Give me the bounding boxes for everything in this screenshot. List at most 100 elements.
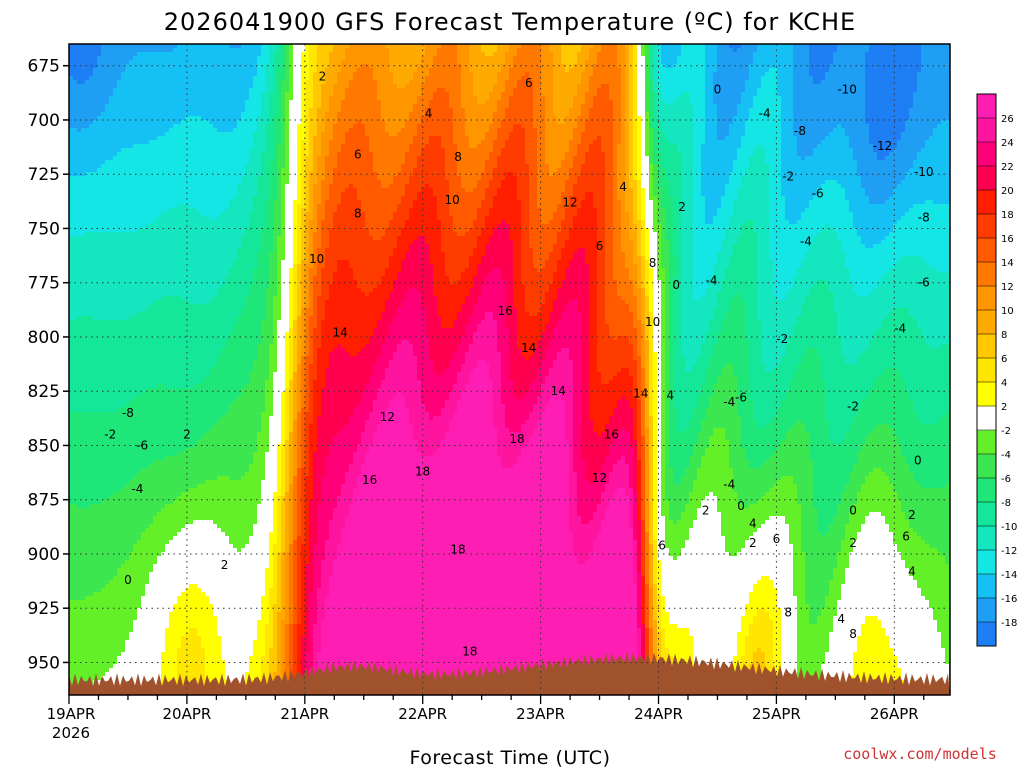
temperature-cell	[77, 96, 82, 101]
temperature-cell	[161, 260, 166, 265]
temperature-cell	[173, 76, 178, 81]
temperature-cell	[141, 404, 146, 409]
temperature-cell	[153, 300, 158, 305]
temperature-cell	[125, 636, 130, 641]
temperature-cell	[153, 656, 158, 661]
temperature-cell	[89, 92, 94, 97]
temperature-cell	[113, 548, 118, 553]
temperature-cell	[165, 424, 170, 429]
temperature-cell	[145, 88, 150, 93]
temperature-cell	[157, 224, 162, 229]
temperature-cell	[149, 84, 154, 89]
temperature-cell	[77, 196, 82, 201]
temperature-cell	[97, 356, 102, 361]
temperature-cell	[153, 524, 158, 529]
temperature-cell	[177, 64, 182, 69]
temperature-cell	[153, 252, 158, 257]
temperature-cell	[157, 656, 162, 661]
temperature-cell	[153, 156, 158, 161]
temperature-cell	[85, 388, 90, 393]
temperature-cell	[129, 568, 134, 573]
temperature-cell	[117, 328, 122, 333]
temperature-cell	[105, 260, 110, 265]
temperature-cell	[77, 88, 82, 93]
temperature-cell	[129, 360, 134, 365]
temperature-cell	[121, 656, 126, 661]
temperature-cell	[125, 520, 130, 525]
temperature-cell	[77, 140, 82, 145]
temperature-cell	[73, 88, 78, 93]
temperature-cell	[157, 340, 162, 345]
temperature-cell	[101, 332, 106, 337]
temperature-cell	[149, 304, 154, 309]
temperature-cell	[141, 392, 146, 397]
temperature-cell	[117, 128, 122, 133]
temperature-cell	[133, 532, 138, 537]
temperature-cell	[141, 272, 146, 277]
temperature-cell	[161, 240, 166, 245]
temperature-cell	[157, 536, 162, 541]
temperature-cell	[101, 616, 106, 621]
temperature-cell	[97, 448, 102, 453]
temperature-cell	[177, 268, 182, 273]
temperature-cell	[105, 244, 110, 249]
temperature-cell	[169, 180, 174, 185]
temperature-cell	[153, 660, 158, 665]
temperature-cell	[149, 576, 154, 581]
temperature-cell	[73, 132, 78, 137]
temperature-cell	[169, 64, 174, 69]
temperature-cell	[165, 388, 170, 393]
temperature-cell	[113, 264, 118, 269]
temperature-cell	[173, 628, 178, 633]
temperature-cell	[117, 428, 122, 433]
temperature-cell	[129, 468, 134, 473]
temperature-cell	[77, 616, 82, 621]
temperature-cell	[149, 452, 154, 457]
temperature-cell	[89, 500, 94, 505]
temperature-cell	[121, 288, 126, 293]
temperature-cell	[101, 148, 106, 153]
temperature-cell	[113, 216, 118, 221]
temperature-cell	[165, 352, 170, 357]
temperature-cell	[173, 100, 178, 105]
temperature-cell	[81, 396, 86, 401]
temperature-cell	[121, 524, 126, 529]
temperature-cell	[81, 312, 86, 317]
temperature-cell	[73, 556, 78, 561]
temperature-cell	[141, 236, 146, 241]
temperature-cell	[101, 392, 106, 397]
temperature-cell	[121, 556, 126, 561]
temperature-cell	[97, 524, 102, 529]
temperature-cell	[137, 636, 142, 641]
temperature-cell	[157, 636, 162, 641]
temperature-cell	[165, 256, 170, 261]
temperature-cell	[113, 468, 118, 473]
temperature-cell	[97, 156, 102, 161]
temperature-cell	[85, 600, 90, 605]
temperature-cell	[153, 276, 158, 281]
temperature-cell	[85, 220, 90, 225]
temperature-cell	[125, 676, 130, 681]
temperature-cell	[101, 600, 106, 605]
temperature-cell	[137, 220, 142, 225]
temperature-cell	[97, 492, 102, 497]
temperature-cell	[93, 160, 98, 165]
temperature-cell	[141, 196, 146, 201]
temperature-cell	[117, 88, 122, 93]
temperature-cell	[89, 380, 94, 385]
temperature-cell	[105, 164, 110, 169]
temperature-cell	[177, 216, 182, 221]
temperature-cell	[89, 308, 94, 313]
temperature-cell	[105, 196, 110, 201]
temperature-cell	[177, 88, 182, 93]
temperature-cell	[93, 120, 98, 125]
temperature-cell	[77, 136, 82, 141]
temperature-cell	[141, 88, 146, 93]
temperature-cell	[101, 480, 106, 485]
temperature-cell	[117, 480, 122, 485]
temperature-cell	[129, 640, 134, 645]
temperature-cell	[125, 232, 130, 237]
temperature-cell	[81, 596, 86, 601]
temperature-cell	[73, 264, 78, 269]
temperature-cell	[165, 560, 170, 565]
